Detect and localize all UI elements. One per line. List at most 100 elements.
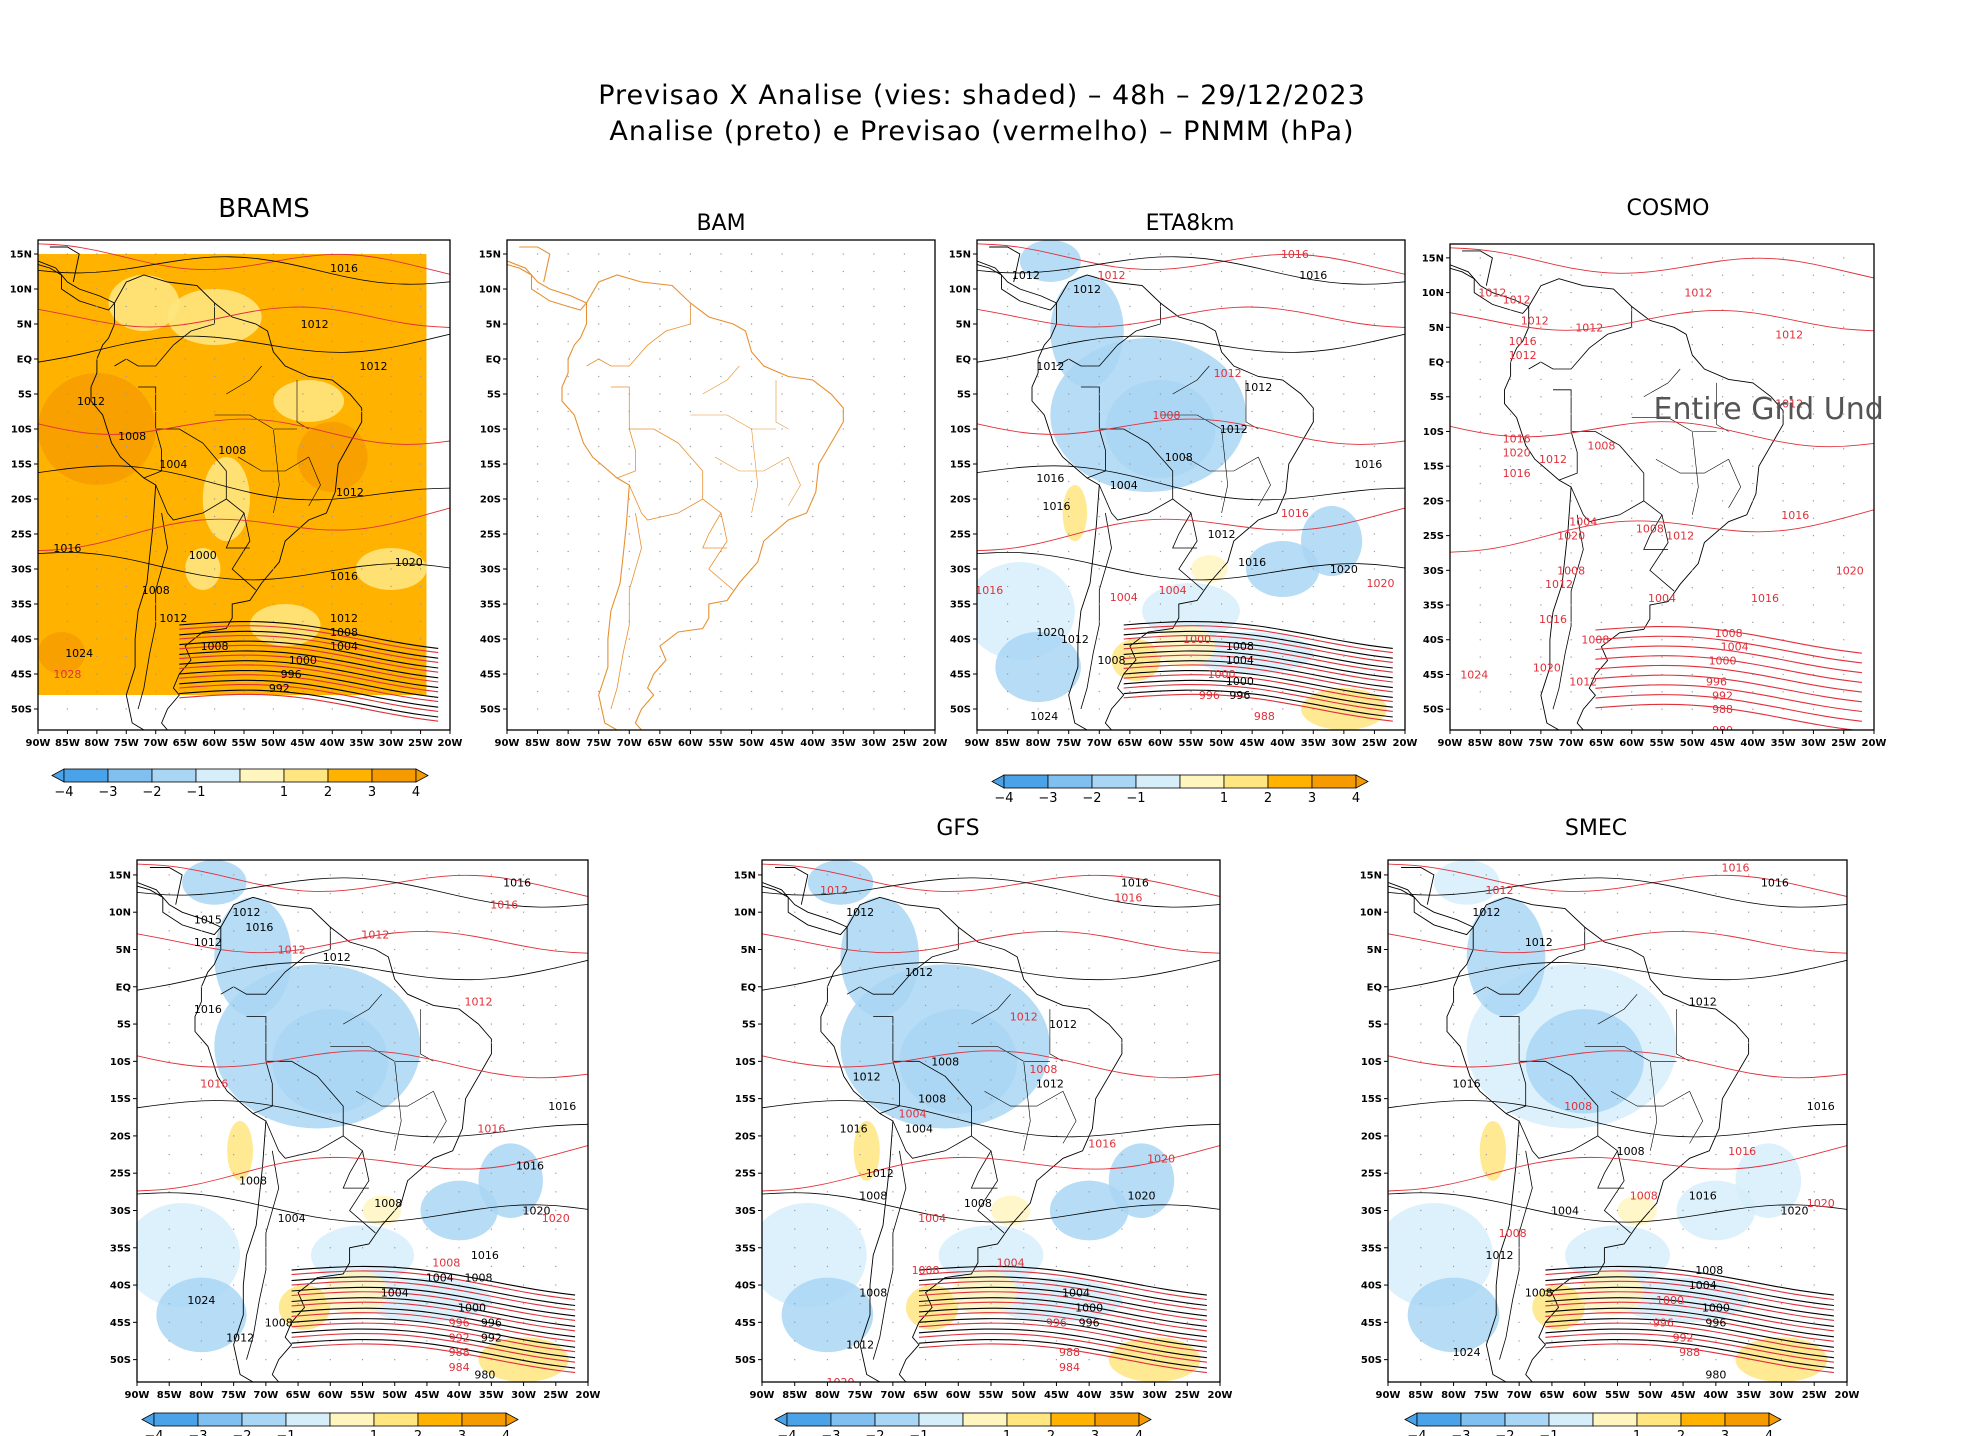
graticule-dot [1068, 463, 1070, 465]
graticule-dot [1661, 361, 1663, 363]
graticule-dot [96, 463, 98, 465]
graticule-dot [990, 1060, 992, 1062]
graticule-dot [1540, 292, 1542, 294]
graticule-dot [1037, 253, 1039, 255]
y-tick-label: 30S [1423, 566, 1444, 577]
graticule-dot [184, 498, 186, 500]
graticule-dot [1373, 585, 1376, 588]
graticule-dot [1721, 465, 1724, 467]
graticule-dot [1479, 274, 1481, 276]
graticule-dot [66, 673, 69, 675]
graticule-dot [1153, 1209, 1156, 1212]
graticule-dot [1121, 1191, 1123, 1193]
coastline-central-america-pacific [1388, 885, 1474, 936]
graticule-dot [1121, 1135, 1123, 1137]
graticule-dot [1023, 1098, 1025, 1100]
graticule-dot [213, 480, 216, 483]
graticule-dot [329, 1191, 331, 1193]
x-tick-label: 60W [202, 738, 227, 749]
graticule-dot [297, 1247, 299, 1249]
graticule-dot [419, 288, 422, 290]
graticule-dot [812, 638, 814, 640]
graticule-dot [1551, 1340, 1553, 1342]
graticule-dot [1159, 620, 1162, 623]
graticule-dot [213, 305, 216, 308]
graticule-dot [522, 1172, 525, 1174]
state-border [690, 414, 776, 430]
graticule-dot [720, 428, 722, 430]
graticule-dot [720, 358, 722, 360]
graticule-dot [1251, 428, 1253, 430]
graticule-dot [213, 463, 216, 465]
graticule-dot [1190, 690, 1192, 693]
contour-label: 1016 [840, 1122, 868, 1135]
graticule-dot [1812, 691, 1815, 693]
graticule-dot [873, 305, 875, 308]
graticule-dot [1518, 1042, 1520, 1044]
y-tick-label: 15S [1423, 462, 1444, 473]
graticule-dot [567, 253, 569, 255]
graticule-dot [628, 375, 630, 378]
graticule-dot [1812, 413, 1815, 415]
graticule-dot [1037, 358, 1039, 360]
graticule-dot [903, 638, 906, 640]
graticule-dot [1752, 500, 1754, 502]
graticule-dot [200, 874, 203, 876]
graticule-dot [1190, 323, 1192, 325]
graticule-dot [390, 410, 392, 413]
graticule-dot [1129, 305, 1131, 308]
graticule-dot [567, 533, 569, 535]
graticule-dot [458, 930, 460, 932]
graticule-dot [536, 655, 539, 658]
graticule-dot [1251, 375, 1253, 378]
graticule-dot [1540, 569, 1542, 571]
graticule-dot [1509, 691, 1512, 693]
graticule-dot [1055, 1116, 1058, 1118]
graticule-dot [1748, 1228, 1750, 1230]
graticule-dot [1023, 1284, 1025, 1286]
graticule-dot [1006, 463, 1009, 465]
colorbar-tick-label: 4 [1352, 791, 1360, 806]
graticule-dot [1584, 1265, 1586, 1268]
graticule-dot [522, 911, 525, 913]
graticule-dot [125, 480, 127, 483]
graticule-dot [66, 270, 69, 273]
graticule-dot [1420, 1060, 1422, 1062]
graticule-dot [1098, 358, 1100, 360]
graticule-dot [1551, 874, 1553, 876]
graticule-dot [458, 1079, 460, 1081]
graticule-dot [125, 410, 127, 413]
graticule-dot [628, 445, 630, 448]
graticule-dot [1479, 517, 1481, 519]
graticule-dot [924, 1303, 927, 1305]
graticule-dot [184, 690, 186, 693]
graticule-dot [750, 288, 753, 290]
graticule-dot [458, 892, 460, 895]
graticule-dot [1721, 378, 1724, 380]
graticule-dot [1518, 948, 1520, 951]
x-tick-label: 55W [1650, 738, 1675, 749]
graticule-dot [1780, 1340, 1783, 1342]
graticule-dot [1551, 1228, 1553, 1230]
graticule-dot [1682, 1228, 1684, 1230]
graticule-dot [794, 1172, 796, 1174]
colorbar-segment [1006, 1412, 1052, 1427]
graticule-dot [233, 1265, 235, 1268]
graticule-dot [155, 463, 157, 465]
graticule-dot [272, 323, 275, 325]
graticule-dot [426, 1116, 428, 1118]
graticule-dot [659, 445, 661, 448]
graticule-dot [1420, 1023, 1422, 1025]
graticule-dot [689, 358, 692, 360]
graticule-dot [155, 253, 157, 255]
graticule-dot [1186, 1079, 1188, 1081]
graticule-dot [555, 911, 557, 913]
graticule-dot [200, 1359, 203, 1361]
graticule-dot [426, 892, 428, 895]
graticule-dot [1813, 1340, 1815, 1342]
analysis-isobar [762, 1100, 1220, 1138]
graticule-dot [1616, 1098, 1619, 1100]
graticule-dot [536, 603, 539, 605]
graticule-dot [419, 305, 422, 308]
graticule-dot [1812, 535, 1815, 537]
